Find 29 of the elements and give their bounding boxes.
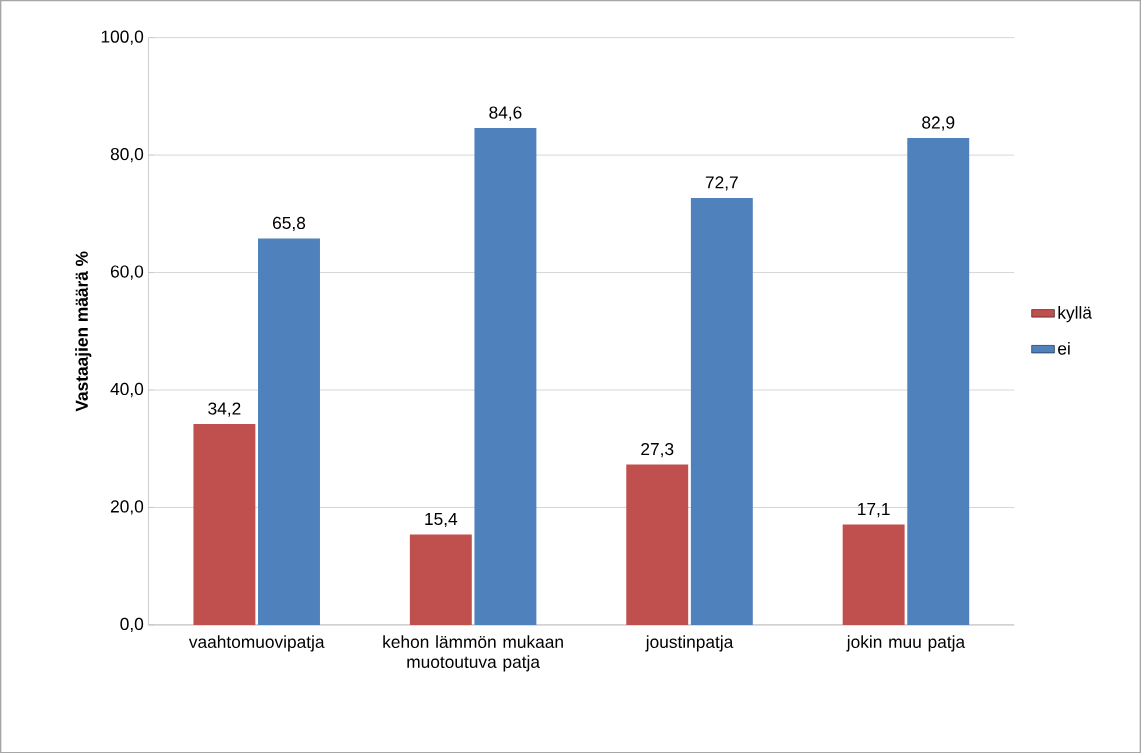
x-tick-label: vaahtomuovipatja <box>188 635 325 652</box>
legend-label: kyllä <box>1058 305 1092 322</box>
x-tick-label: joustinpatja <box>645 635 734 652</box>
y-tick-label: 100,0 <box>101 30 144 45</box>
data-label: 27,3 <box>641 442 674 458</box>
data-label: 65,8 <box>273 216 306 231</box>
y-tick-label: 0,0 <box>120 617 144 632</box>
y-tick-label: 80,0 <box>110 147 144 163</box>
y-tick-label: 40,0 <box>110 382 144 397</box>
y-tick-label: 20,0 <box>110 500 144 515</box>
data-label: 15,4 <box>425 512 458 527</box>
bar <box>626 464 689 625</box>
legend-label: ei <box>1058 341 1070 355</box>
bar <box>409 534 472 625</box>
bar <box>258 238 320 625</box>
data-label: 72,7 <box>705 176 738 191</box>
x-tick-label: jokin muu patja <box>846 635 966 652</box>
data-label: 34,2 <box>208 402 241 417</box>
bar <box>474 127 537 625</box>
y-tick-label: 60,0 <box>110 265 144 280</box>
data-label: 82,9 <box>922 116 955 131</box>
data-label: 17,1 <box>858 502 890 517</box>
data-label: 84,6 <box>489 106 522 121</box>
bar <box>907 137 970 625</box>
y-axis-title: Vastaajien määrä % <box>75 251 92 412</box>
bar <box>690 197 753 625</box>
x-tick-label: kehon lämmön mukaan muotoutuva patja <box>383 635 563 672</box>
bar <box>193 423 256 625</box>
bar <box>842 524 905 625</box>
